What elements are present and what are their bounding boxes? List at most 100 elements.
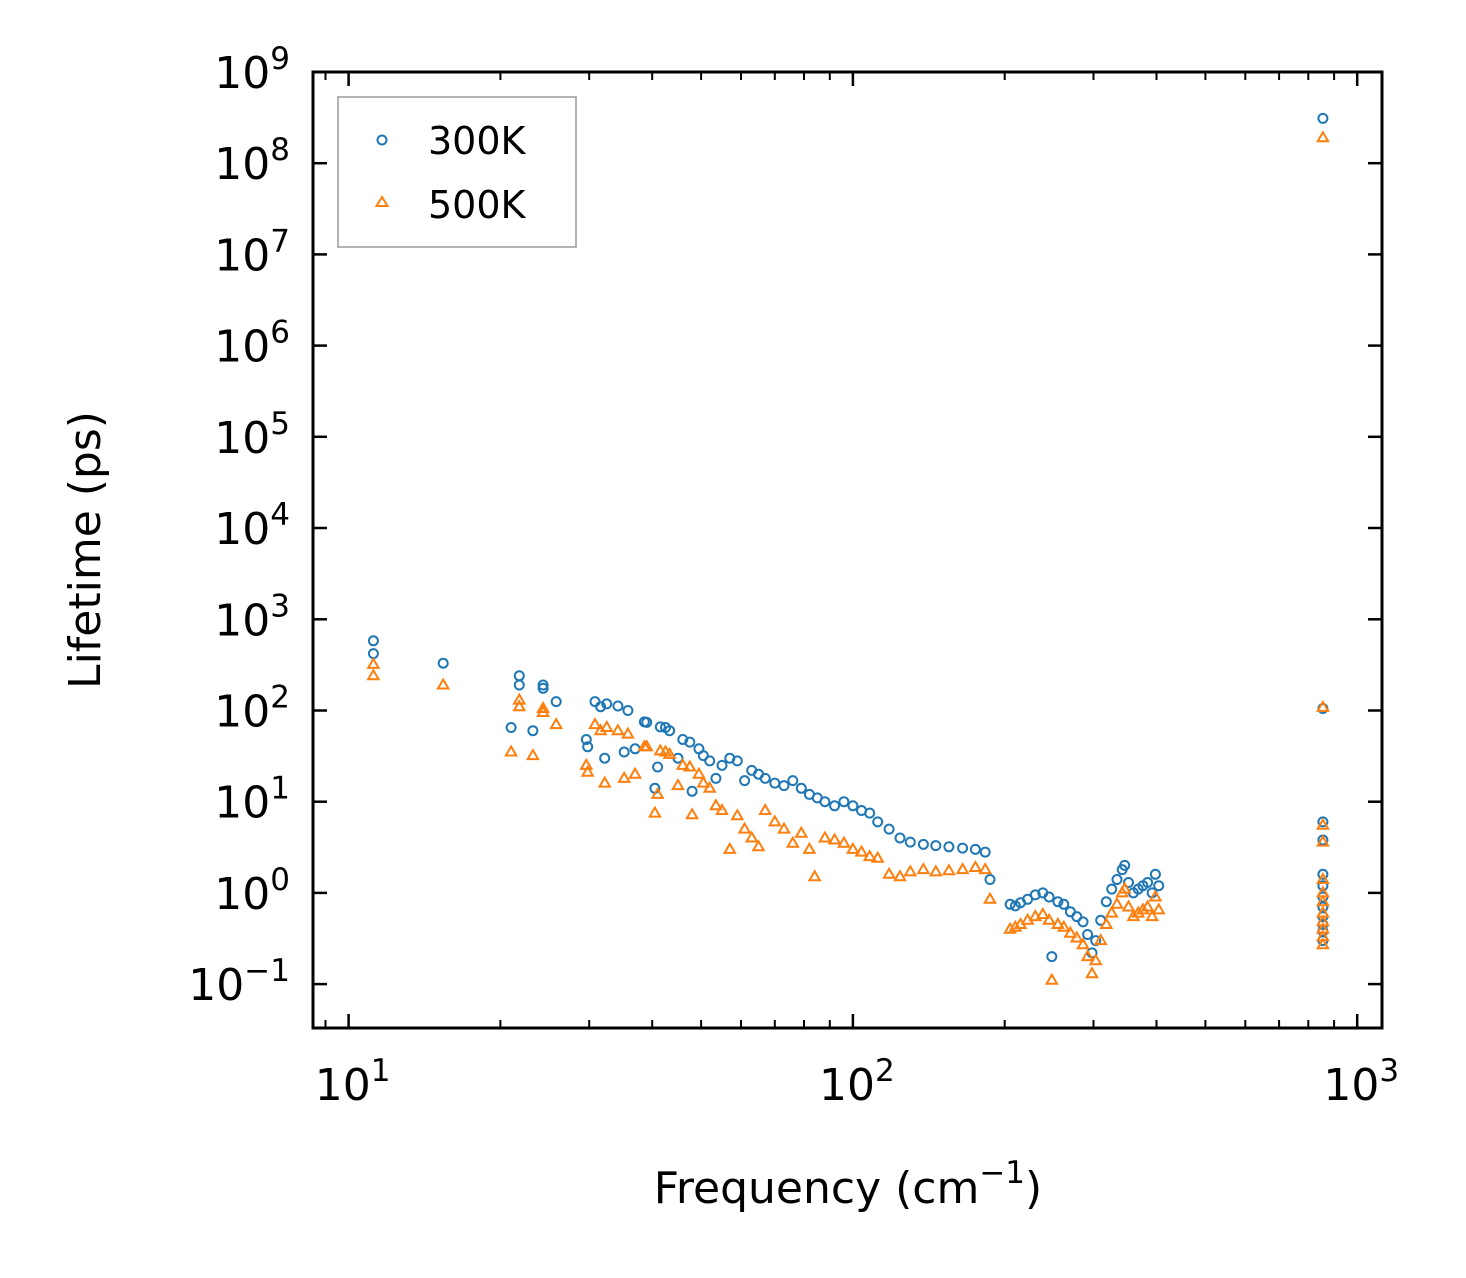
point-300k-94 [1153,880,1165,892]
point-300k-11 [582,741,594,753]
point-500k-55 [882,866,897,879]
point-300k-43 [778,780,790,792]
point-500k-81 [1093,933,1108,946]
y-tick-label-8: 108 [214,132,290,190]
legend-marker-500k [374,195,390,207]
point-300k-54 [872,816,884,828]
point-500k-53 [862,849,877,862]
point-500k-43 [777,821,791,834]
point-500k-39 [744,830,759,843]
y-tick-label-4: 104 [214,497,290,555]
point-300k-74 [1058,898,1070,910]
point-500k-56 [893,869,907,882]
point-300k-62 [969,843,981,855]
point-300k-38 [739,775,751,787]
point-300k-35 [716,759,728,771]
point-300k-23 [652,761,664,773]
y-tick-label-5: 105 [214,406,290,464]
point-300k-9 [550,696,562,708]
point-300k-76 [1071,911,1083,923]
point-500k-28 [675,757,690,770]
x-axis-label: Frequency (cm−1) [654,1155,1042,1214]
point-500k-79 [1085,966,1099,979]
point-500k-57 [903,864,918,877]
point-500k-42 [767,814,782,827]
point-500k-76 [1069,930,1084,943]
point-300k-16 [612,700,624,712]
y-tick-label-−1: 10−1 [188,953,290,1011]
point-500k-95 [1315,130,1330,143]
point-500k-31 [691,766,706,779]
point-500k-49 [827,832,842,845]
point-500k-92 [1145,909,1160,922]
point-500k-73 [1050,917,1065,929]
point-300k-82 [1100,896,1112,908]
point-500k-0 [366,656,381,669]
point-500k-106 [1315,937,1330,950]
point-500k-2 [436,677,451,690]
point-500k-97 [1315,817,1330,830]
point-300k-57 [904,836,916,848]
point-500k-83 [1104,905,1119,918]
point-500k-19 [628,766,643,779]
point-500k-64 [983,891,997,904]
point-300k-37 [731,755,743,767]
point-500k-78 [1080,949,1095,962]
point-300k-93 [1149,868,1161,880]
point-300k-30 [686,785,698,797]
point-500k-8 [536,705,551,717]
point-500k-62 [968,860,983,872]
point-500k-22 [647,805,662,818]
point-500k-14 [597,775,612,788]
point-500k-33 [702,780,717,793]
y-tick-label-0: 100 [214,862,290,920]
point-500k-91 [1140,899,1155,912]
point-300k-26 [664,725,676,737]
point-500k-16 [610,723,625,736]
point-300k-77 [1077,916,1089,928]
point-500k-84 [1110,896,1124,909]
tick-labels: 101 102 103 10−1 100 101 102 103 104 105 106 107 108… [188,41,1399,1111]
point-300k-73 [1052,896,1064,908]
y-axis-label: Lifetime (ps) [60,411,111,689]
point-500k-82 [1099,917,1114,929]
point-500k-63 [978,862,993,875]
x-axis-label-superscript: −1 [979,1155,1025,1191]
point-500k-77 [1076,937,1090,950]
point-500k-21 [639,739,654,752]
point-500k-1 [366,668,381,681]
legend-label-300k: 300K [428,119,527,163]
point-300k-48 [819,796,831,808]
point-500k-96 [1315,699,1330,712]
point-300k-29 [684,736,696,748]
point-300k-56 [894,832,906,844]
point-300k-99 [1317,868,1329,880]
point-300k-50 [838,796,850,808]
legend-box [337,96,577,248]
point-500k-94 [1151,902,1166,915]
point-300k-64 [984,874,996,885]
point-500k-34 [708,798,723,811]
y-tick-label-7: 107 [214,223,290,281]
point-300k-65 [1004,898,1016,910]
point-500k-90 [1135,902,1150,915]
point-500k-86 [1117,881,1132,894]
point-300k-100 [1317,880,1329,892]
point-500k-61 [955,862,970,875]
point-300k-2 [437,657,449,669]
point-500k-23 [650,786,665,799]
legend: 300K 500K [337,96,577,248]
point-500k-38 [737,821,752,834]
point-500k-17 [617,770,632,783]
point-500k-40 [751,839,766,852]
point-500k-46 [802,841,817,854]
point-300k-10 [580,734,592,745]
point-500k-59 [928,864,943,877]
point-500k-4 [512,692,527,705]
point-500k-98 [1315,834,1330,847]
point-500k-58 [916,862,931,875]
scatter-marks [366,112,1330,985]
point-300k-60 [943,841,955,853]
point-300k-87 [1123,877,1134,888]
